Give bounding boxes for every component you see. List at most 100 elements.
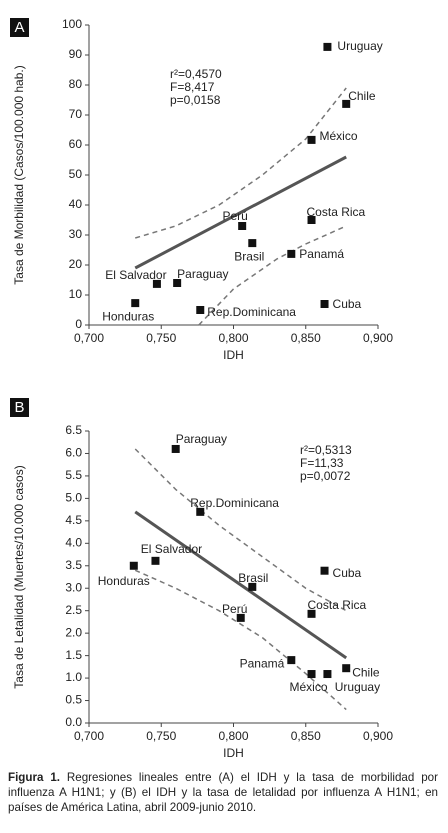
point-label: Chile — [352, 665, 380, 679]
data-point — [129, 561, 138, 570]
data-point — [151, 556, 160, 565]
confidence-band — [135, 87, 347, 239]
regression-line — [134, 510, 348, 660]
data-point — [236, 613, 245, 622]
stat-label: r²=0,4570 — [170, 67, 222, 81]
y-tick-label: 0.0 — [65, 715, 82, 729]
stat-label: r²=0,5313 — [300, 443, 352, 457]
y-tick-label: 2.5 — [65, 603, 82, 617]
data-point — [287, 656, 296, 665]
data-point — [152, 279, 161, 288]
point-label: Costa Rica — [307, 205, 366, 219]
data-point — [196, 507, 205, 516]
point-label: Paraguay — [176, 432, 227, 446]
y-tick-label: 70 — [69, 107, 83, 121]
point-label: Rep.Dominicana — [190, 496, 279, 510]
data-point — [307, 135, 316, 144]
panel-label: A — [14, 19, 24, 36]
y-tick-label: 4.5 — [65, 513, 82, 527]
data-point — [323, 42, 332, 51]
x-tick-label: 0,850 — [291, 331, 321, 345]
data-point — [171, 444, 180, 453]
panel-label: B — [14, 399, 24, 416]
data-point — [342, 664, 351, 673]
y-tick-label: 30 — [69, 227, 83, 241]
x-tick-label: 0,750 — [146, 729, 176, 743]
y-tick-label: 40 — [69, 197, 83, 211]
y-tick-label: 2.0 — [65, 625, 82, 639]
confidence-band — [134, 569, 347, 711]
data-point — [320, 566, 329, 575]
data-point — [287, 249, 296, 258]
point-label: El Salvador — [141, 542, 202, 556]
x-tick-label: 0,750 — [146, 331, 176, 345]
x-tick-label: 0,800 — [218, 331, 248, 345]
y-tick-label: 10 — [69, 287, 83, 301]
point-label: México — [290, 680, 328, 694]
point-label: Brasil — [234, 249, 264, 263]
y-tick-label: 60 — [69, 137, 83, 151]
y-tick-label: 6.0 — [65, 446, 82, 460]
y-tick-label: 90 — [69, 47, 83, 61]
regression-line — [134, 155, 347, 270]
data-point — [248, 582, 257, 591]
data-point — [196, 306, 205, 314]
y-axis-title: Tasa de Morbilidad (Casos/100.000 hab.) — [12, 65, 26, 284]
point-label: Uruguay — [337, 39, 382, 53]
stat-label: F=8,417 — [170, 80, 215, 94]
point-label: Costa Rica — [308, 598, 367, 612]
point-label: Honduras — [98, 574, 150, 588]
data-point — [307, 670, 316, 679]
stat-label: p=0,0158 — [170, 93, 221, 107]
x-tick-label: 0,850 — [291, 729, 321, 743]
data-point — [323, 670, 332, 679]
point-label: Honduras — [102, 309, 154, 323]
caption-label: Figura 1. — [8, 771, 60, 784]
point-label: Panamá — [299, 247, 344, 261]
y-tick-label: 100 — [62, 17, 82, 31]
x-tick-label: 0,800 — [218, 729, 248, 743]
caption-text: Regresiones lineales entre (A) el IDH y … — [8, 771, 438, 814]
point-label: Cuba — [333, 566, 362, 580]
point-label: México — [320, 129, 358, 143]
x-axis-title: IDH — [223, 746, 244, 760]
panel-box — [10, 398, 29, 417]
x-tick-label: 0,900 — [363, 729, 393, 743]
y-tick-label: 80 — [69, 77, 83, 91]
y-tick-label: 20 — [69, 257, 83, 271]
x-tick-label: 0,700 — [74, 331, 104, 345]
data-point — [320, 300, 329, 308]
point-label: Rep.Dominicana — [207, 305, 296, 319]
point-label: Paraguay — [177, 267, 228, 281]
x-axis-title: IDH — [223, 348, 244, 362]
stat-label: p=0,0072 — [300, 469, 351, 483]
data-point — [307, 609, 316, 618]
x-tick-label: 0,900 — [363, 331, 393, 345]
y-tick-label: 6.5 — [65, 423, 82, 437]
data-point — [342, 99, 351, 108]
data-point — [238, 222, 247, 230]
point-label: Perú — [222, 209, 247, 223]
point-label: El Salvador — [105, 268, 166, 282]
point-label: Chile — [348, 89, 376, 103]
y-tick-label: 3.5 — [65, 558, 82, 572]
y-axis-title: Tasa de Letalidad (Muertes/10.000 casos) — [12, 465, 26, 688]
confidence-band — [198, 225, 347, 326]
y-tick-label: 5.0 — [65, 491, 82, 505]
data-point — [131, 299, 140, 308]
y-tick-label: 3.0 — [65, 580, 82, 594]
y-tick-label: 0.5 — [65, 693, 82, 707]
y-tick-label: 50 — [69, 167, 83, 181]
data-point — [307, 216, 316, 224]
panel-box — [10, 18, 29, 37]
point-label: Uruguay — [335, 680, 380, 694]
point-label: Brasil — [238, 571, 268, 585]
y-tick-label: 1.0 — [65, 670, 82, 684]
y-tick-label: 1.5 — [65, 648, 82, 662]
point-label: Panamá — [240, 656, 285, 670]
stat-label: F=11,33 — [300, 456, 344, 470]
figure: A 0 10 20 30 40 50 60 70 80 90 100 0,700 0,750 0,800 0,… — [10, 17, 393, 760]
y-tick-label: 4.0 — [65, 535, 82, 549]
caption: Figura 1. Regresiones lineales entre (A)… — [8, 770, 438, 815]
x-tick-label: 0,700 — [74, 729, 104, 743]
